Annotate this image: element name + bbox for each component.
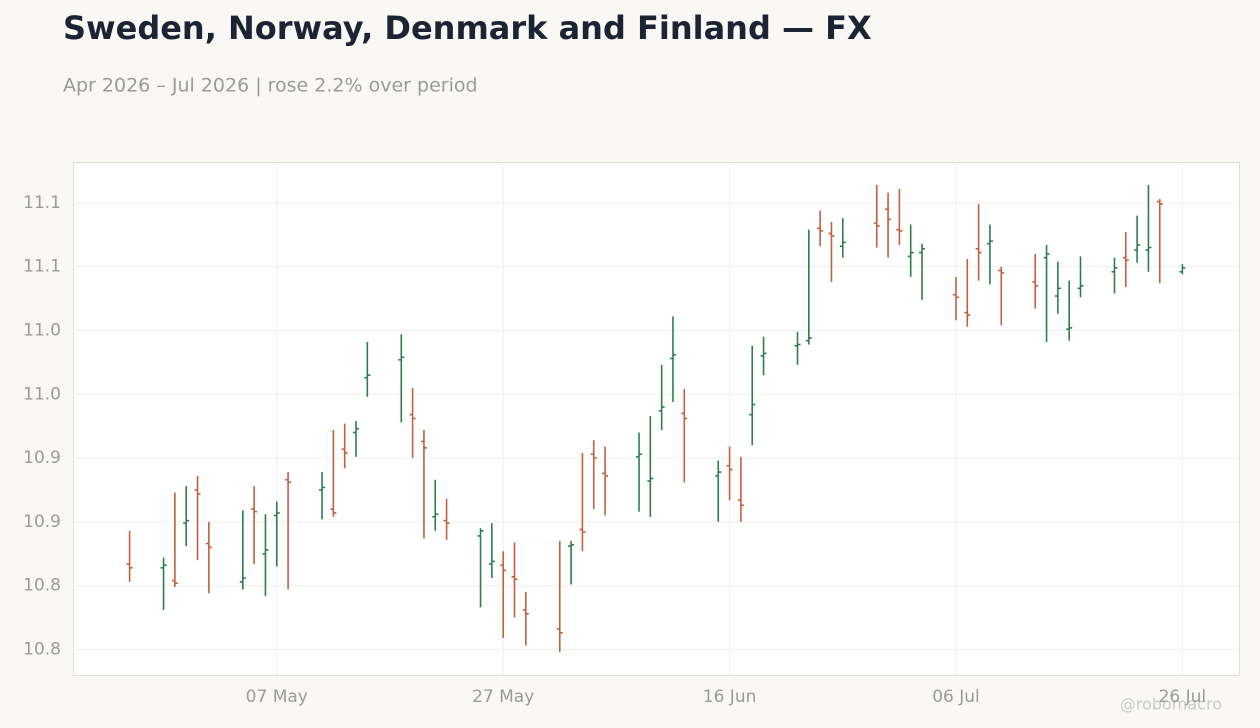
grid <box>73 162 1239 675</box>
y-tick-label: 10.9 <box>23 448 61 468</box>
x-tick-label: 27 May <box>472 687 534 707</box>
y-tick-label: 10.8 <box>23 576 61 596</box>
y-tick-label: 11.1 <box>23 193 61 213</box>
plot-area <box>73 162 1240 676</box>
y-tick-label: 10.9 <box>23 512 61 532</box>
chart-title: Sweden, Norway, Denmark and Finland — FX <box>63 9 872 47</box>
y-tick-label: 11.0 <box>23 320 61 340</box>
marks <box>126 184 1186 653</box>
x-tick-label: 16 Jun <box>703 687 757 707</box>
x-tick-label: 06 Jul <box>932 687 980 707</box>
y-tick-label: 11.1 <box>23 257 61 277</box>
chart-subtitle: Apr 2026 – Jul 2026 | rose 2.2% over per… <box>63 75 478 97</box>
x-tick-label: 26 Jul <box>1159 687 1207 707</box>
y-tick-label: 11.0 <box>23 384 61 404</box>
x-tick-label: 07 May <box>246 687 308 707</box>
y-tick-label: 10.8 <box>23 639 61 659</box>
watermark: @robomacro <box>1120 695 1222 714</box>
